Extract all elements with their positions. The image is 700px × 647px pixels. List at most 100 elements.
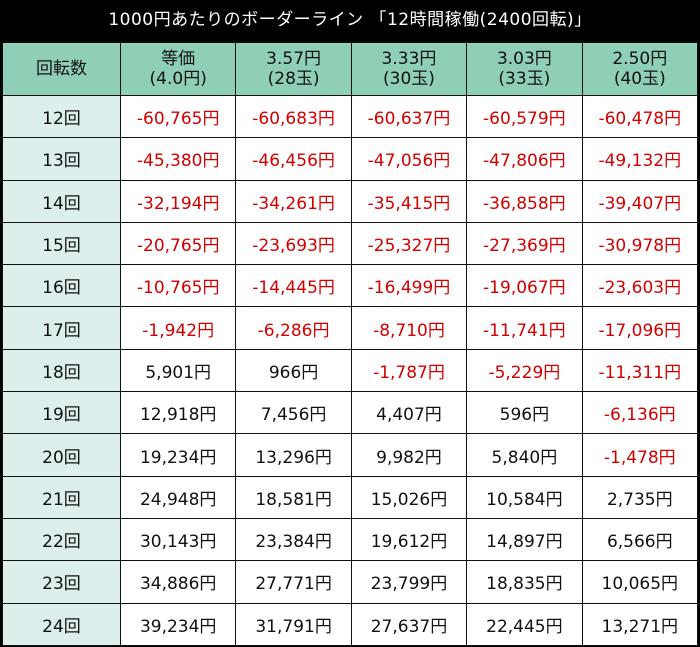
value-cell: 31,791円 [235,602,352,646]
value-cell: 24,948円 [119,475,237,519]
value-cell: 19,234円 [119,433,237,477]
row-spin-label: 13回 [2,137,121,181]
value-cell: -32,194円 [119,179,237,223]
value-cell: -49,132円 [581,137,699,181]
table-row: 16回 -10,765円 -14,445円 -16,499円 -19,067円 -23,6… [2,264,699,308]
value-cell: 22,445円 [466,602,583,646]
table-row: 21回 24,948円 18,581円 15,026円 10,584円 2,735円 [2,475,699,519]
header-col-4: 2.50円 (40玉) [581,42,699,96]
value-cell: 19,612円 [350,517,468,562]
row-spin-label: 15回 [2,221,121,266]
value-cell: -10,765円 [119,264,237,308]
value-cell: -27,369円 [466,221,583,266]
value-cell: 14,897円 [466,517,583,562]
table-row: 17回 -1,942円 -6,286円 -8,710円 -11,741円 -17,096円 [2,306,699,350]
row-spin-label: 23回 [2,560,121,604]
value-cell: -60,765円 [119,94,237,139]
value-cell: 34,886円 [119,560,237,604]
value-cell: 6,566円 [581,517,699,562]
value-cell: -60,683円 [235,94,352,139]
value-cell: -5,229円 [466,348,583,393]
value-cell: 18,581円 [235,475,352,519]
value-cell: -8,710円 [350,306,468,350]
table-row: 19回 12,918円 7,456円 4,407円 596円 -6,136円 [2,391,699,435]
row-spin-label: 22回 [2,517,121,562]
value-cell: 23,799円 [350,560,468,604]
value-cell: 15,026円 [350,475,468,519]
row-spin-label: 17回 [2,306,121,350]
value-cell: 30,143円 [119,517,237,562]
header-col-rate: 2.50円 [612,49,668,69]
table-title: 1000円あたりのボーダーライン 「12時間稼働(2400回転)」 [108,10,592,30]
header-col-sub: (30玉) [383,69,435,89]
value-cell: 4,407円 [350,391,468,435]
value-cell: 9,982円 [350,433,468,477]
value-cell: -6,286円 [235,306,352,350]
header-col-sub: (33玉) [498,69,551,89]
value-cell: -6,136円 [581,391,699,435]
table-row: 12回 -60,765円 -60,683円 -60,637円 -60,579円 -60,4… [2,94,699,139]
table-row: 24回 39,234円 31,791円 27,637円 22,445円 13,271円 [2,602,699,646]
value-cell: -19,067円 [466,264,583,308]
value-cell: -46,456円 [235,137,352,181]
row-spin-label: 24回 [2,602,121,646]
table-row: 14回 -32,194円 -34,261円 -35,415円 -36,858円 -39,4… [2,179,699,223]
value-cell: 18,835円 [466,560,583,604]
header-col-3: 3.03円 (33玉) [466,42,583,96]
row-spin-label: 19回 [2,391,121,435]
header-col-rate: 3.33円 [381,49,437,69]
border-line-table: 回転数 等価 (4.0円) 3.57円 (28玉) 3.33円 (30玉) 3.… [2,42,699,646]
row-spin-label: 12回 [2,94,121,139]
value-cell: 13,271円 [581,602,699,646]
value-cell: -11,311円 [581,348,699,393]
value-cell: 39,234円 [119,602,237,646]
table-row: 13回 -45,380円 -46,456円 -47,056円 -47,806円 -49,1… [2,137,699,181]
value-cell: -23,693円 [235,221,352,266]
value-cell: -45,380円 [119,137,237,181]
header-col-2: 3.33円 (30玉) [350,42,468,96]
row-spin-label: 18回 [2,348,121,393]
value-cell: -47,056円 [350,137,468,181]
value-cell: 596円 [466,391,583,435]
header-col-rate: 等価 [161,49,196,69]
row-spin-label: 16回 [2,264,121,308]
value-cell: -14,445円 [235,264,352,308]
value-cell: 5,840円 [466,433,583,477]
header-col-sub: (4.0円) [149,69,207,89]
table-row: 22回 30,143円 23,384円 19,612円 14,897円 6,566円 [2,517,699,562]
value-cell: -60,478円 [581,94,699,139]
value-cell: 12,918円 [119,391,237,435]
value-cell: -25,327円 [350,221,468,266]
value-cell: -11,741円 [466,306,583,350]
header-col-sub: (40玉) [613,69,666,89]
value-cell: -17,096円 [581,306,699,350]
value-cell: -16,499円 [350,264,468,308]
value-cell: 23,384円 [235,517,352,562]
header-col-sub: (28玉) [267,69,320,89]
header-col-1: 3.57円 (28玉) [235,42,352,96]
table-row: 18回 5,901円 966円 -1,787円 -5,229円 -11,311円 [2,348,699,393]
value-cell: 10,584円 [466,475,583,519]
value-cell: -1,942円 [119,306,237,350]
table-row: 15回 -20,765円 -23,693円 -25,327円 -27,369円 -30,9… [2,221,699,266]
value-cell: 10,065円 [581,560,699,604]
value-cell: -23,603円 [581,264,699,308]
value-cell: 2,735円 [581,475,699,519]
value-cell: -34,261円 [235,179,352,223]
value-cell: 27,771円 [235,560,352,604]
header-col-0: 等価 (4.0円) [119,42,237,96]
value-cell: -47,806円 [466,137,583,181]
header-spin-count: 回転数 [2,42,121,96]
value-cell: -60,637円 [350,94,468,139]
row-spin-label: 21回 [2,475,121,519]
table-row: 23回 34,886円 27,771円 23,799円 18,835円 10,065円 [2,560,699,604]
header-col-rate: 3.03円 [496,49,552,69]
table-row: 20回 19,234円 13,296円 9,982円 5,840円 -1,478円 [2,433,699,477]
value-cell: -30,978円 [581,221,699,266]
value-cell: -60,579円 [466,94,583,139]
value-cell: 13,296円 [235,433,352,477]
value-cell: -35,415円 [350,179,468,223]
header-row: 回転数 等価 (4.0円) 3.57円 (28玉) 3.33円 (30玉) 3.… [2,42,699,96]
row-spin-label: 20回 [2,433,121,477]
